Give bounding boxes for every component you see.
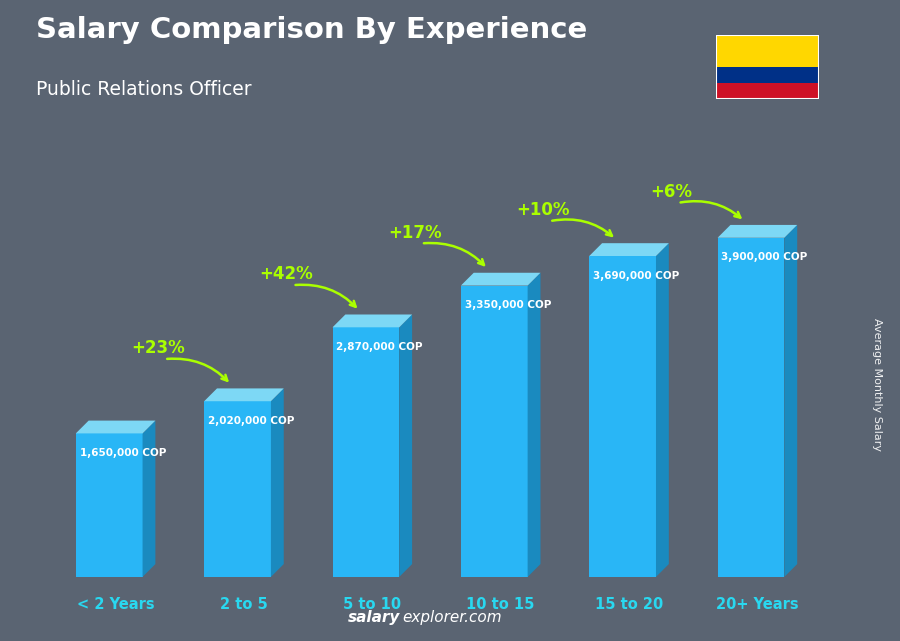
Text: +17%: +17%: [388, 224, 442, 242]
Text: 15 to 20: 15 to 20: [595, 597, 663, 612]
Polygon shape: [332, 315, 412, 328]
Text: 20+ Years: 20+ Years: [716, 597, 798, 612]
Text: 2,020,000 COP: 2,020,000 COP: [208, 416, 294, 426]
Text: 3,690,000 COP: 3,690,000 COP: [593, 271, 680, 281]
Bar: [716, 35, 819, 67]
Text: Salary Comparison By Experience: Salary Comparison By Experience: [36, 16, 587, 44]
Polygon shape: [656, 243, 669, 577]
Text: Public Relations Officer: Public Relations Officer: [36, 80, 252, 99]
Text: +23%: +23%: [131, 339, 184, 357]
Text: < 2 Years: < 2 Years: [76, 597, 155, 612]
Polygon shape: [332, 328, 400, 577]
Polygon shape: [785, 225, 797, 577]
Text: +6%: +6%: [651, 183, 692, 201]
Polygon shape: [527, 273, 541, 577]
Polygon shape: [76, 420, 156, 433]
Polygon shape: [204, 388, 284, 401]
Bar: [716, 67, 819, 83]
Polygon shape: [461, 286, 527, 577]
Text: +42%: +42%: [259, 265, 313, 283]
Polygon shape: [717, 238, 785, 577]
Polygon shape: [76, 433, 142, 577]
Text: salary: salary: [348, 610, 400, 625]
Polygon shape: [590, 256, 656, 577]
Text: +10%: +10%: [517, 201, 570, 219]
Text: 5 to 10: 5 to 10: [343, 597, 401, 612]
Polygon shape: [204, 401, 271, 577]
Polygon shape: [271, 388, 284, 577]
Text: 1,650,000 COP: 1,650,000 COP: [80, 448, 166, 458]
Text: 2 to 5: 2 to 5: [220, 597, 268, 612]
Polygon shape: [717, 225, 797, 238]
Text: Average Monthly Salary: Average Monthly Salary: [872, 318, 883, 451]
Text: 2,870,000 COP: 2,870,000 COP: [337, 342, 423, 352]
Polygon shape: [590, 243, 669, 256]
Text: 3,350,000 COP: 3,350,000 COP: [464, 300, 551, 310]
Polygon shape: [461, 273, 541, 286]
Polygon shape: [142, 420, 156, 577]
Polygon shape: [400, 315, 412, 577]
Bar: [716, 83, 819, 99]
Text: 3,900,000 COP: 3,900,000 COP: [722, 253, 807, 262]
Text: 10 to 15: 10 to 15: [466, 597, 535, 612]
Text: explorer.com: explorer.com: [402, 610, 502, 625]
